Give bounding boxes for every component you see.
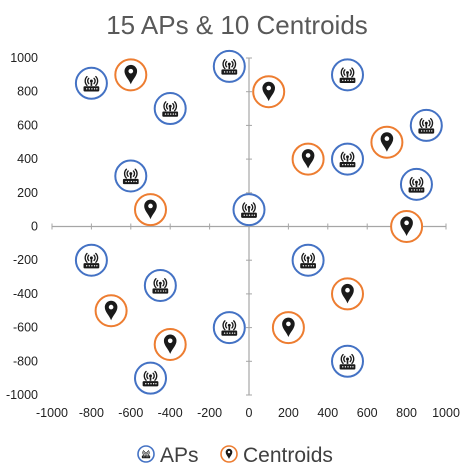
- centroid-point: [94, 294, 128, 328]
- ap-point: [114, 159, 148, 193]
- map-pin-icon: [282, 317, 295, 338]
- ap-point: [331, 58, 364, 92]
- map-pin-icon: [341, 283, 354, 304]
- map-pin-icon: [262, 81, 275, 102]
- wifi-router-icon: [339, 151, 356, 168]
- y-tick-label: -600: [13, 321, 38, 335]
- ap-point: [232, 193, 266, 227]
- y-tick-label: 600: [17, 118, 38, 132]
- wifi-router-icon: [83, 75, 100, 92]
- wifi-router-icon: [241, 202, 257, 218]
- wifi-router-icon: [221, 59, 238, 75]
- ap-point: [153, 92, 187, 126]
- map-pin-icon: [301, 149, 315, 169]
- centroid-point: [291, 142, 325, 176]
- legend-item-centroids: Centroids: [220, 444, 333, 467]
- wifi-router-icon: [418, 117, 435, 134]
- wifi-router-icon: [339, 353, 356, 370]
- wifi-router-icon: [152, 278, 169, 294]
- tick-labels: 1000 800 600 400 200 0 -200 -400 -600 -800 -1000 -1…: [6, 51, 460, 420]
- legend: APs Centroids: [137, 444, 333, 467]
- map-pin-icon: [163, 334, 177, 354]
- wifi-router-icon: [339, 67, 356, 84]
- ap-point: [331, 344, 364, 378]
- map-pin-icon: [104, 300, 118, 321]
- centroid-point: [390, 210, 424, 243]
- chart-title: 15 APs & 10 Centroids: [106, 10, 368, 40]
- x-tick-label: -800: [79, 406, 104, 420]
- ap-point: [291, 243, 325, 277]
- ap-point: [74, 66, 108, 100]
- map-pin-icon: [400, 216, 413, 236]
- legend-item-aps: APs: [137, 444, 199, 467]
- y-tick-label: -400: [13, 287, 38, 301]
- ap-point: [399, 167, 433, 201]
- wifi-router-icon: [408, 176, 425, 193]
- x-tick-label: 400: [317, 406, 338, 420]
- x-tick-label: 0: [246, 406, 253, 420]
- centroid-point: [114, 58, 148, 92]
- y-tick-label: 1000: [10, 51, 38, 65]
- map-pin-icon: [380, 132, 394, 152]
- y-tick-label: 200: [17, 186, 38, 200]
- ap-point: [134, 361, 167, 395]
- ap-point: [212, 311, 246, 345]
- centroid-point: [134, 193, 167, 227]
- legend-label-aps: APs: [160, 444, 199, 467]
- legend-label-centroids: Centroids: [243, 444, 333, 467]
- map-pin-icon: [144, 199, 157, 220]
- wifi-router-icon: [221, 320, 238, 336]
- ap-point: [143, 268, 177, 302]
- x-tick-label: -200: [197, 406, 222, 420]
- centroid-point: [271, 311, 305, 345]
- y-tick-label: 800: [17, 85, 38, 99]
- y-tick-label: -200: [13, 253, 38, 267]
- ap-point: [212, 49, 246, 83]
- map-pin-icon: [124, 64, 138, 85]
- wifi-router-icon: [142, 370, 159, 387]
- y-tick-label: 0: [31, 220, 38, 234]
- x-tick-label: 200: [278, 406, 299, 420]
- ap-point: [331, 142, 364, 176]
- centroid-point: [331, 277, 364, 311]
- x-tick-label: 1000: [432, 406, 460, 420]
- x-tick-label: -600: [118, 406, 143, 420]
- wifi-router-icon: [300, 252, 316, 269]
- x-tick-label: 600: [357, 406, 378, 420]
- centroid-point: [252, 75, 286, 109]
- y-tick-label: -800: [13, 354, 38, 368]
- x-tick-label: 800: [396, 406, 417, 420]
- axes: [51, 57, 447, 396]
- wifi-router-icon: [162, 101, 179, 117]
- wifi-router-icon: [141, 450, 151, 459]
- y-tick-label: -1000: [6, 388, 38, 402]
- wifi-router-icon: [83, 252, 100, 269]
- centroid-point: [370, 125, 404, 159]
- centroid-point: [153, 327, 187, 361]
- map-pin-icon: [225, 448, 233, 459]
- x-tick-label: -400: [158, 406, 183, 420]
- data-points: [74, 49, 443, 395]
- y-tick-label: 400: [17, 152, 38, 166]
- ap-point: [74, 243, 108, 277]
- wifi-router-icon: [122, 168, 139, 185]
- ap-point: [409, 108, 443, 142]
- x-tick-label: -1000: [36, 406, 68, 420]
